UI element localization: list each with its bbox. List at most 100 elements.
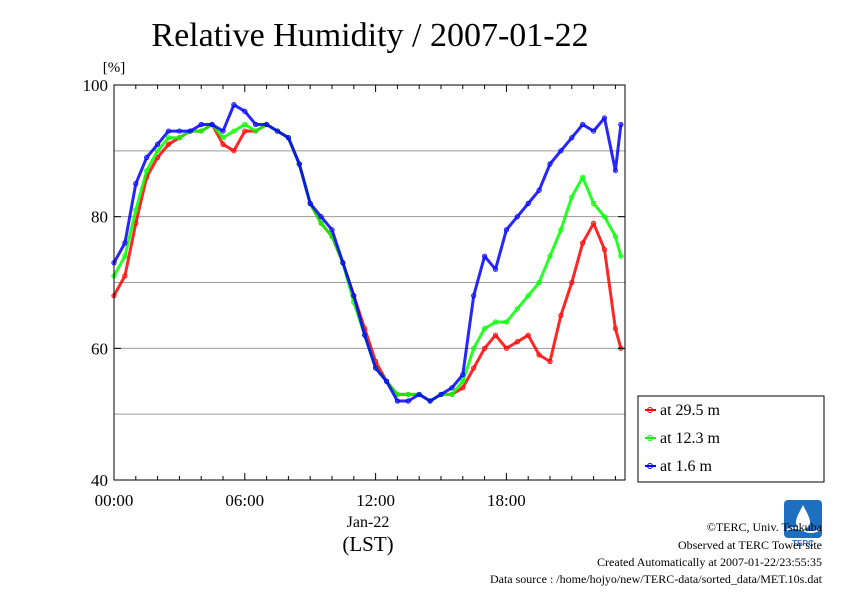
x-tick-label: 06:00	[225, 491, 264, 510]
series-group	[111, 102, 624, 404]
data-point	[514, 339, 520, 345]
data-point	[187, 128, 193, 134]
data-point	[242, 108, 248, 114]
chart-title: Relative Humidity / 2007-01-22	[151, 17, 588, 54]
series-2	[111, 102, 624, 404]
data-point	[133, 207, 139, 213]
data-point	[471, 293, 477, 299]
data-point	[503, 319, 509, 325]
data-point	[481, 253, 488, 259]
data-point	[220, 135, 226, 141]
data-point	[547, 253, 553, 259]
data-point	[438, 391, 444, 398]
data-point	[569, 279, 575, 286]
data-point	[525, 200, 531, 207]
data-point	[536, 279, 542, 286]
data-point	[536, 352, 542, 358]
data-point	[274, 128, 281, 134]
y-tick-label: 100	[83, 76, 109, 95]
data-point	[460, 372, 466, 378]
data-point	[253, 121, 259, 128]
data-point	[318, 220, 324, 226]
y-tick-label: 80	[91, 208, 108, 227]
data-point	[503, 227, 509, 233]
data-point	[144, 167, 150, 174]
x-date-label: Jan-22	[347, 514, 390, 531]
data-point	[340, 260, 346, 266]
grid	[114, 150, 625, 415]
data-point	[165, 141, 172, 147]
data-point	[558, 227, 564, 233]
data-point	[394, 398, 400, 404]
wave-icon	[786, 527, 820, 533]
data-point	[514, 214, 520, 220]
series-line	[112, 123, 623, 403]
y-tick-label: 60	[91, 339, 108, 358]
data-point	[449, 391, 455, 398]
data-point	[612, 167, 619, 174]
series-1	[111, 121, 624, 404]
data-point	[155, 141, 161, 147]
series-line	[112, 103, 623, 403]
data-point	[460, 385, 466, 391]
credit-site: Observed at TERC Tower site	[678, 538, 822, 552]
terc-logo: TERC	[784, 500, 822, 548]
data-point	[514, 306, 520, 312]
credit-created: Created Automatically at 2007-01-22/23:5…	[597, 555, 822, 569]
data-point	[155, 148, 161, 154]
data-point	[416, 391, 422, 398]
data-point	[590, 128, 597, 134]
data-point	[318, 214, 324, 220]
legend-label: at 1.6 m	[660, 458, 713, 475]
plot-frame	[113, 84, 626, 481]
data-point	[383, 378, 390, 384]
data-point	[460, 378, 466, 384]
data-point	[558, 148, 564, 154]
legend-label: at 29.5 m	[660, 402, 721, 419]
data-point	[449, 385, 455, 391]
data-point	[427, 398, 433, 404]
data-point	[405, 398, 411, 404]
data-point	[601, 246, 608, 253]
data-point	[547, 358, 553, 365]
data-point	[580, 240, 586, 246]
data-point	[525, 293, 531, 299]
y-tick-label: 40	[91, 471, 108, 490]
data-point	[601, 115, 608, 121]
logo-label: TERC	[792, 539, 814, 548]
data-point	[144, 154, 150, 161]
x-tick-label: 00:00	[95, 491, 134, 510]
data-point	[220, 128, 226, 134]
legend: at 29.5 m at 12.3 m at 1.6 m	[637, 395, 825, 483]
data-point	[242, 128, 248, 134]
credit-source: Data source : /home/hojyo/new/TERC-data/…	[490, 572, 823, 586]
data-point	[122, 273, 128, 279]
data-point	[122, 253, 128, 259]
data-point	[133, 181, 139, 187]
data-point	[492, 319, 499, 325]
data-point	[307, 200, 313, 207]
data-point	[590, 220, 597, 226]
data-point	[547, 161, 553, 167]
data-point	[590, 200, 597, 207]
data-point	[296, 161, 302, 167]
data-point	[569, 194, 575, 200]
data-point	[612, 325, 619, 332]
data-point	[580, 121, 586, 128]
data-point	[351, 293, 357, 299]
data-point	[209, 121, 215, 128]
x-axis-label: (LST)	[342, 532, 393, 556]
data-point	[362, 332, 368, 338]
data-point	[122, 240, 128, 246]
x-tick-label: 12:00	[356, 491, 395, 510]
data-point	[165, 135, 172, 141]
data-point	[569, 135, 575, 141]
data-point	[405, 391, 411, 398]
data-point	[481, 325, 488, 332]
data-point	[285, 135, 291, 141]
data-point	[329, 227, 335, 233]
data-point	[231, 102, 237, 108]
y-unit-label: [%]	[103, 60, 126, 76]
data-point	[198, 128, 204, 134]
